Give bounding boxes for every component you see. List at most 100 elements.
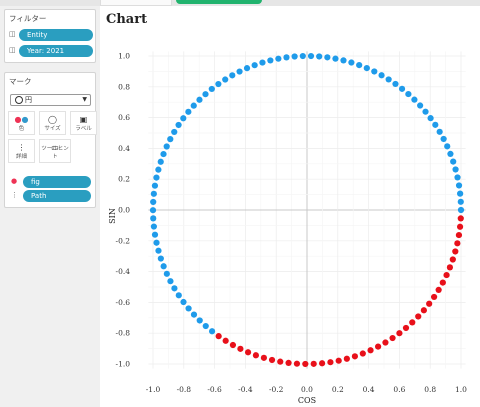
x-tick-label: -0.6 — [207, 385, 222, 394]
data-point — [351, 353, 359, 360]
tooltip-icon: ▭ — [51, 143, 59, 152]
chart-area: Chart -1.0 -0.8 -0.6 -0.4 -0.2 0.0 0.2 0.4 0.6 0.… — [100, 6, 480, 407]
data-point — [208, 85, 215, 93]
data-point — [348, 59, 355, 66]
data-point — [378, 72, 385, 79]
detail-button[interactable]: ⋮ 詳細 — [8, 139, 35, 163]
data-point — [327, 359, 334, 366]
data-point — [449, 256, 456, 263]
data-point — [396, 330, 403, 337]
x-tick-label: 0.0 — [301, 385, 313, 394]
data-point — [302, 360, 309, 368]
size-icon: ◯ — [48, 115, 57, 124]
data-point — [299, 52, 306, 60]
x-tick-label: 1.0 — [455, 385, 467, 394]
data-point — [252, 352, 260, 359]
size-button[interactable]: ◯ サイズ — [39, 111, 66, 135]
data-point — [316, 53, 323, 60]
data-point — [185, 305, 192, 312]
data-point — [420, 307, 427, 314]
tab-inactive[interactable] — [100, 0, 172, 6]
data-point — [417, 102, 424, 109]
data-point — [180, 298, 187, 306]
data-point — [157, 255, 164, 262]
data-point — [236, 68, 243, 75]
detail-button-label: 詳細 — [15, 154, 27, 160]
data-point — [190, 102, 197, 109]
data-point — [185, 108, 192, 115]
data-point — [332, 55, 339, 62]
data-point — [244, 349, 252, 356]
data-point — [268, 356, 276, 364]
data-point — [455, 182, 463, 189]
data-point — [405, 90, 412, 98]
marks-card: マーク 円 ▼ ●● 色 ◯ サイズ ▣ ラベル ⋮ 詳細 ▭ ツールヒント ●… — [4, 72, 97, 208]
data-point — [435, 286, 442, 293]
data-point — [457, 206, 465, 214]
x-axis-title: COS — [298, 396, 316, 405]
x-tick-label: 0.6 — [393, 385, 405, 394]
label-button[interactable]: ▣ ラベル — [70, 111, 97, 135]
grid — [148, 51, 466, 369]
data-point — [455, 231, 463, 239]
data-point — [275, 55, 282, 62]
data-point — [171, 285, 178, 292]
filter-pill-year[interactable]: Year: 2021 — [19, 45, 93, 57]
data-point — [392, 80, 399, 88]
cylinder-icon: ◫ — [9, 46, 16, 54]
data-point — [267, 57, 274, 64]
data-point — [440, 135, 447, 143]
marks-title: マーク — [9, 77, 32, 86]
color-button[interactable]: ●● 色 — [8, 111, 35, 135]
data-point — [447, 150, 454, 157]
scatter-chart: -1.0 -0.8 -0.6 -0.4 -0.2 0.0 0.2 0.4 0.6 0.8 1.0 1.… — [108, 51, 467, 405]
data-point — [285, 359, 292, 366]
data-point — [180, 115, 187, 122]
data-point — [432, 121, 439, 128]
data-point — [260, 354, 268, 361]
color-dots-icon: ● — [11, 177, 18, 185]
data-point — [291, 53, 298, 60]
mark-type-dropdown[interactable]: 円 ▼ — [10, 94, 91, 106]
data-point — [153, 239, 160, 246]
data-point — [215, 80, 222, 88]
data-point — [389, 334, 396, 342]
data-point — [151, 231, 159, 238]
data-point — [457, 198, 464, 205]
data-point — [454, 174, 461, 181]
label-button-label: ラベル — [75, 126, 92, 132]
y-tick-label: 1.0 — [118, 52, 130, 61]
tooltip-button[interactable]: ▭ ツールヒント — [39, 139, 71, 163]
data-points — [149, 52, 465, 368]
data-point — [150, 198, 157, 206]
data-point — [443, 271, 450, 279]
mark-field-fig[interactable]: fig — [23, 176, 91, 188]
data-point — [155, 166, 162, 173]
data-point — [324, 54, 331, 61]
data-point — [307, 52, 315, 60]
data-point — [318, 360, 326, 367]
tab-active[interactable] — [176, 0, 262, 4]
data-point — [167, 136, 174, 143]
page-title: Chart — [106, 12, 148, 27]
data-point — [222, 337, 229, 344]
data-point — [356, 62, 363, 69]
data-point — [243, 65, 251, 72]
y-axis-title: SIN — [108, 208, 117, 224]
data-point — [229, 72, 236, 79]
data-point — [427, 115, 434, 122]
mark-type-value: 円 — [25, 96, 32, 104]
data-point — [190, 311, 198, 318]
mark-field-path[interactable]: Path — [23, 190, 91, 202]
data-point — [444, 143, 451, 150]
data-point — [208, 328, 216, 335]
data-point — [382, 339, 389, 346]
filter-pill-entity[interactable]: Entity — [19, 29, 93, 41]
data-point — [215, 333, 222, 340]
x-tick-label: -1.0 — [146, 385, 161, 394]
data-point — [371, 68, 378, 75]
y-tick-label: 0.2 — [118, 175, 130, 184]
data-point — [163, 270, 170, 277]
detail-icon: ⋮ — [11, 191, 18, 199]
x-tick-label: 0.4 — [363, 385, 375, 394]
